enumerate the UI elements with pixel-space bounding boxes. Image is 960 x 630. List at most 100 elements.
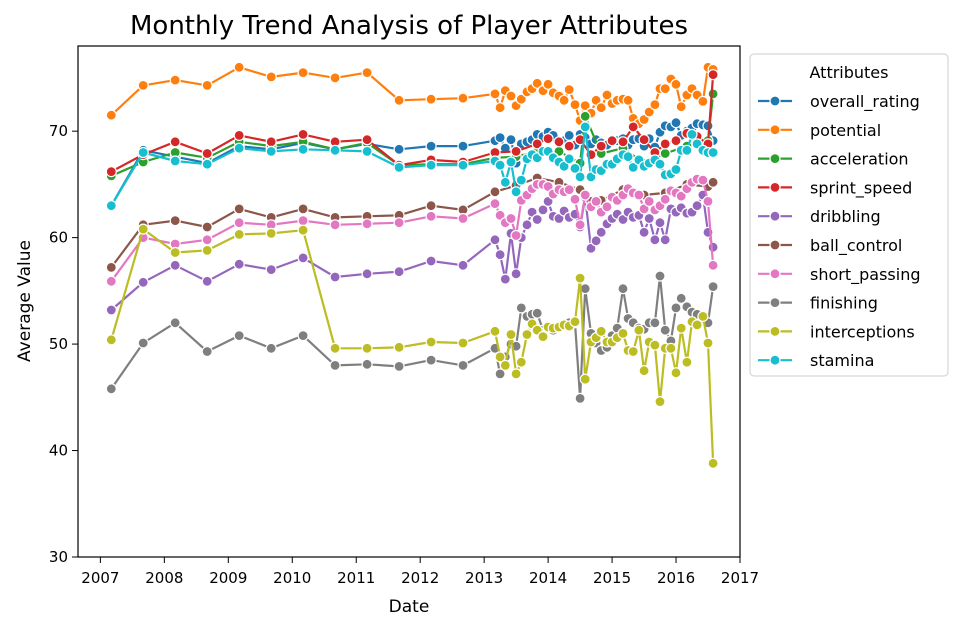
data-point bbox=[265, 145, 277, 157]
data-point bbox=[638, 134, 650, 146]
data-point bbox=[265, 71, 277, 83]
data-point bbox=[515, 356, 527, 368]
data-point bbox=[590, 195, 602, 207]
data-point bbox=[329, 359, 341, 371]
data-point bbox=[510, 145, 522, 157]
data-point bbox=[425, 255, 437, 267]
data-point bbox=[670, 78, 682, 90]
legend-swatch-marker bbox=[769, 239, 781, 251]
legend-swatch-marker bbox=[769, 181, 781, 193]
data-point bbox=[425, 93, 437, 105]
data-point bbox=[393, 94, 405, 106]
x-tick-label: 2017 bbox=[721, 569, 759, 587]
data-point bbox=[697, 95, 709, 108]
data-point bbox=[105, 304, 117, 316]
data-point bbox=[137, 79, 149, 92]
data-point bbox=[494, 351, 506, 363]
data-point bbox=[569, 193, 581, 205]
x-tick-label: 2009 bbox=[209, 569, 247, 587]
data-point bbox=[265, 264, 277, 276]
data-point bbox=[563, 153, 575, 165]
data-point bbox=[675, 292, 687, 304]
data-point bbox=[643, 106, 655, 118]
data-point bbox=[638, 113, 650, 126]
data-point bbox=[169, 155, 181, 167]
data-point bbox=[622, 94, 634, 106]
legend-label: ball_control bbox=[810, 236, 902, 256]
data-point bbox=[665, 342, 677, 354]
data-point bbox=[361, 342, 373, 354]
data-point bbox=[105, 166, 117, 178]
data-point bbox=[137, 223, 149, 235]
data-point bbox=[617, 283, 629, 295]
data-point bbox=[606, 135, 618, 147]
data-point bbox=[649, 98, 661, 111]
data-point bbox=[659, 147, 671, 160]
data-point bbox=[675, 322, 687, 334]
data-point bbox=[393, 360, 405, 372]
data-point bbox=[686, 128, 698, 140]
data-point bbox=[681, 144, 693, 156]
data-point bbox=[169, 74, 181, 86]
series-interceptions bbox=[105, 223, 719, 469]
x-tick-label: 2014 bbox=[529, 569, 567, 587]
data-point bbox=[425, 210, 437, 222]
data-point bbox=[265, 227, 277, 239]
data-point bbox=[499, 176, 511, 188]
data-point bbox=[297, 215, 309, 227]
data-point bbox=[654, 217, 666, 229]
legend-label: short_passing bbox=[810, 265, 921, 285]
data-point bbox=[265, 342, 277, 354]
data-point bbox=[510, 268, 522, 280]
data-point bbox=[675, 190, 687, 202]
data-point bbox=[569, 316, 581, 328]
legend-label: interceptions bbox=[810, 322, 915, 341]
data-point bbox=[569, 98, 581, 111]
data-point bbox=[201, 345, 213, 358]
data-point bbox=[510, 368, 522, 380]
series-short-passing bbox=[105, 173, 719, 287]
data-point bbox=[537, 204, 549, 216]
data-point bbox=[707, 176, 719, 188]
data-point bbox=[105, 383, 117, 395]
data-point bbox=[553, 136, 565, 148]
data-point bbox=[329, 144, 341, 156]
data-point bbox=[659, 234, 671, 246]
legend-swatch-marker bbox=[769, 124, 781, 136]
data-point bbox=[515, 174, 527, 186]
legend-item-ball-control: ball_control bbox=[758, 236, 902, 256]
data-point bbox=[627, 161, 639, 173]
data-point bbox=[638, 203, 650, 215]
data-point bbox=[499, 273, 511, 285]
series-stamina bbox=[105, 121, 719, 212]
data-point bbox=[393, 266, 405, 278]
data-point bbox=[563, 129, 575, 141]
legend-label: finishing bbox=[810, 294, 878, 313]
data-point bbox=[670, 117, 682, 129]
data-point bbox=[233, 258, 245, 270]
data-point bbox=[649, 339, 661, 351]
data-point bbox=[707, 69, 719, 81]
data-point bbox=[595, 226, 607, 238]
data-point bbox=[515, 302, 527, 314]
data-point bbox=[579, 189, 591, 201]
data-point bbox=[531, 213, 543, 226]
data-point bbox=[707, 146, 719, 159]
data-point bbox=[105, 261, 117, 273]
legend-swatch-marker bbox=[769, 297, 781, 309]
data-point bbox=[521, 219, 533, 231]
data-point bbox=[201, 79, 213, 92]
data-point bbox=[505, 134, 517, 146]
data-point bbox=[595, 102, 607, 114]
data-point bbox=[707, 457, 719, 469]
data-point bbox=[233, 217, 245, 229]
data-point bbox=[105, 109, 117, 121]
data-point bbox=[638, 365, 650, 377]
data-point bbox=[457, 212, 469, 225]
data-point bbox=[670, 135, 682, 147]
data-point bbox=[105, 275, 117, 287]
data-point bbox=[579, 121, 591, 133]
data-point bbox=[505, 212, 517, 225]
legend-swatch-marker bbox=[769, 210, 781, 222]
data-point bbox=[137, 337, 149, 349]
